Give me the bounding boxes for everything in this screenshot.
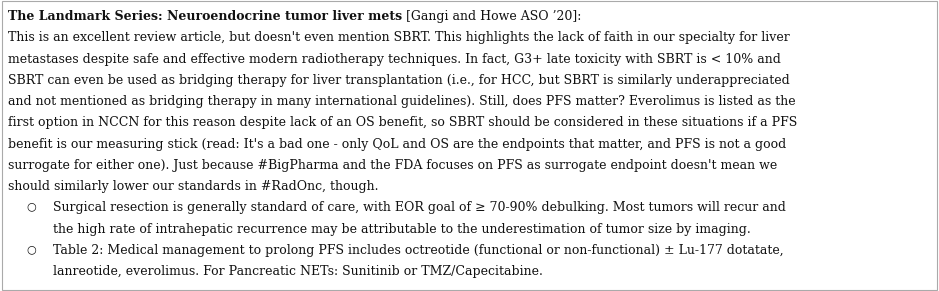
Text: the high rate of intrahepatic recurrence may be attributable to the underestimat: the high rate of intrahepatic recurrence…: [53, 223, 750, 236]
Text: SBRT can even be used as bridging therapy for liver transplantation (i.e., for H: SBRT can even be used as bridging therap…: [8, 74, 790, 87]
Text: This is an excellent review article, but doesn't even mention SBRT. This highlig: This is an excellent review article, but…: [8, 31, 790, 45]
Text: should similarly lower our standards in #RadOnc, though.: should similarly lower our standards in …: [8, 180, 378, 193]
Text: and not mentioned as bridging therapy in many international guidelines). Still, : and not mentioned as bridging therapy in…: [8, 95, 795, 108]
Text: surrogate for either one). Just because #BigPharma and the FDA focuses on PFS as: surrogate for either one). Just because …: [8, 159, 777, 172]
Text: ○: ○: [26, 201, 36, 211]
Text: [Gangi and Howe ASO ’20]:: [Gangi and Howe ASO ’20]:: [406, 10, 581, 23]
Text: metastases despite safe and effective modern radiotherapy techniques. In fact, G: metastases despite safe and effective mo…: [8, 53, 780, 66]
Text: lanreotide, everolimus. For Pancreatic NETs: Sunitinib or TMZ/Capecitabine.: lanreotide, everolimus. For Pancreatic N…: [53, 265, 543, 278]
Text: The Landmark Series: Neuroendocrine tumor liver mets: The Landmark Series: Neuroendocrine tumo…: [8, 10, 406, 23]
Text: Table 2: Medical management to prolong PFS includes octreotide (functional or no: Table 2: Medical management to prolong P…: [53, 244, 783, 257]
Text: benefit is our measuring stick (read: It's a bad one - only QoL and OS are the e: benefit is our measuring stick (read: It…: [8, 138, 786, 151]
Text: Surgical resection is generally standard of care, with EOR goal of ≥ 70-90% debu: Surgical resection is generally standard…: [53, 201, 785, 214]
Text: ○: ○: [26, 244, 36, 254]
Text: first option in NCCN for this reason despite lack of an OS benefit, so SBRT shou: first option in NCCN for this reason des…: [8, 116, 797, 129]
